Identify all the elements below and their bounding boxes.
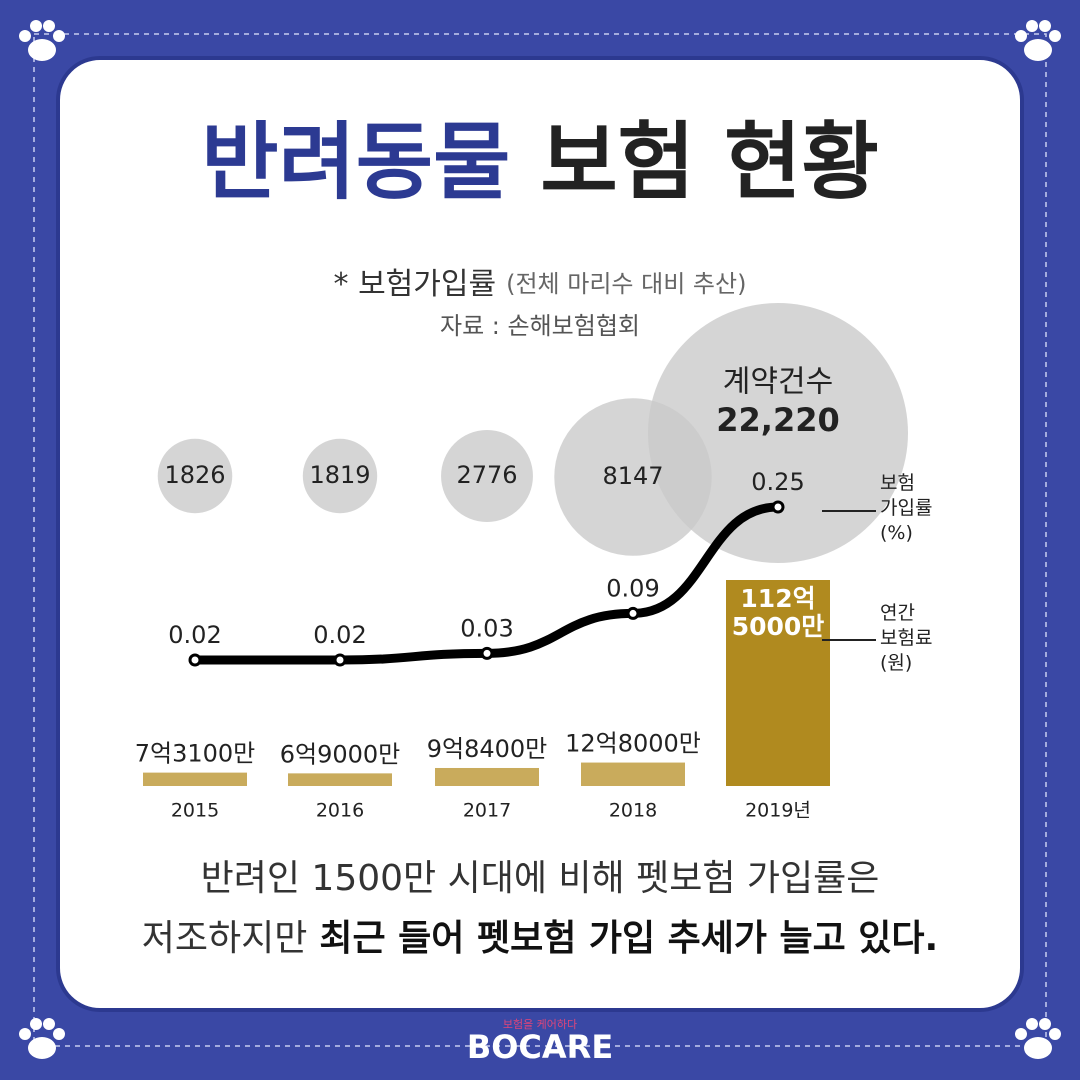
bubble <box>302 438 378 514</box>
bar <box>581 762 685 786</box>
bubble-label: 22,220 <box>716 401 839 439</box>
bar <box>435 767 539 786</box>
line-label: 0.09 <box>606 574 659 602</box>
bar-label: 12억8000만 <box>565 730 701 758</box>
bubble-label: 8147 <box>602 462 663 490</box>
bar-label: 9억8400만 <box>427 735 548 763</box>
legend-label: 연간 보험료 (원) <box>880 602 932 674</box>
line-label: 0.02 <box>168 621 221 649</box>
title-highlight: 반려동물 <box>201 113 510 211</box>
line-point <box>480 646 494 660</box>
bar <box>288 773 392 786</box>
subtitle-main: * 보험가입률 <box>334 267 497 302</box>
footer-plain: 저조하지만 <box>142 918 308 959</box>
line-point <box>626 606 640 620</box>
bubble-label: 1819 <box>309 461 370 489</box>
line-label: 0.02 <box>313 621 366 649</box>
x-tick-label: 2017 <box>463 800 511 822</box>
bubble <box>441 430 533 522</box>
bubble-label: 1826 <box>164 461 225 489</box>
line-point <box>188 653 202 667</box>
logo-tagline: 보험을 케어하다 <box>503 1017 577 1031</box>
line-label: 0.03 <box>460 614 513 642</box>
bubble <box>157 438 233 514</box>
source: 자료 : 손해보험협회 <box>440 312 640 340</box>
chart-title: 반려동물 보험 현황 <box>201 113 879 211</box>
footer-line1: 반려인 1500만 시대에 비해 펫보험 가입률은 <box>201 858 880 899</box>
bar-label: 7억3100만 <box>135 740 256 768</box>
paw-icons <box>19 20 1061 1059</box>
x-tick-label: 2016 <box>316 800 364 822</box>
x-tick-label: 2015 <box>171 800 219 822</box>
line-label: 0.25 <box>751 468 804 496</box>
line-point <box>333 653 347 667</box>
bubble-series-name: 계약건수 <box>723 365 833 400</box>
legend-label: 보험 가입률 (%) <box>880 472 932 544</box>
bar-label: 112억 5000만 <box>732 584 825 641</box>
dashed-frame <box>33 33 1047 1047</box>
bar <box>143 772 247 786</box>
title-rest: 보험 현황 <box>540 113 878 211</box>
subtitle: * 보험가입률 (전체 마리수 대비 추산) <box>334 267 747 302</box>
line <box>190 502 783 665</box>
footer-bold: 최근 들어 펫보험 가입 추세가 늘고 있다. <box>319 918 938 959</box>
bubble-label: 2776 <box>456 461 517 489</box>
footer-line2: 저조하지만 최근 들어 펫보험 가입 추세가 늘고 있다. <box>142 918 938 959</box>
x-tick-label: 2018 <box>609 800 657 822</box>
bar-label: 6억9000만 <box>280 740 401 768</box>
line-point <box>771 500 785 514</box>
x-tick-label: 2019년 <box>745 800 811 822</box>
subtitle-note: (전체 마리수 대비 추산) <box>506 270 746 298</box>
bar <box>726 580 830 786</box>
bubble <box>648 303 908 563</box>
logo: BOCARE <box>467 1028 613 1066</box>
